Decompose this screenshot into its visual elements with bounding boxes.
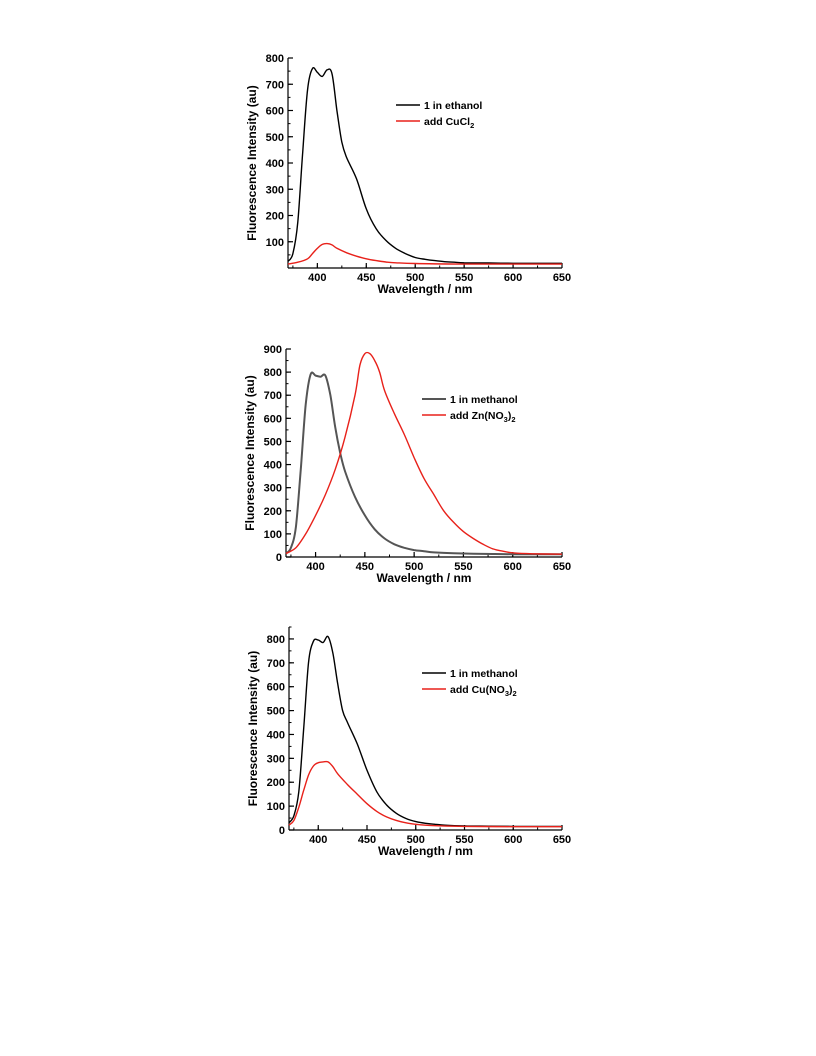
y-tick-label: 700 bbox=[267, 658, 285, 670]
chart-3: 400 450 500 550 600 650 0 100 200 300 400 500 600 700… bbox=[246, 626, 571, 858]
x-tick-label: 650 bbox=[553, 561, 571, 573]
legend-label-1: 1 in methanol bbox=[450, 668, 518, 680]
x-axis-label: Wavelength / nm bbox=[378, 844, 473, 858]
series-line-1 bbox=[287, 67, 562, 265]
y-axis-label: Fluorescence Intensity (au) bbox=[245, 85, 259, 240]
x-tick-label: 450 bbox=[358, 834, 376, 846]
y-tick-label: 400 bbox=[266, 158, 284, 170]
y-tick-label: 600 bbox=[266, 106, 284, 118]
y-tick-label: 500 bbox=[266, 132, 284, 144]
series-line-1 bbox=[288, 635, 562, 828]
x-tick-label: 450 bbox=[357, 272, 375, 284]
x-tick-label: 550 bbox=[454, 561, 472, 573]
y-tick-label: 600 bbox=[264, 413, 282, 425]
y-tick-label: 500 bbox=[264, 436, 282, 448]
y-tick-label: 700 bbox=[264, 390, 282, 402]
x-tick-label: 550 bbox=[455, 272, 473, 284]
x-tick-label: 400 bbox=[309, 834, 327, 846]
x-tick-label: 550 bbox=[455, 834, 473, 846]
chart-1: 400 450 500 550 600 650 100 200 300 400 500 600 700 8… bbox=[245, 53, 571, 296]
y-tick-label: 300 bbox=[267, 753, 285, 765]
chart-2: 400 450 500 550 600 650 0 100 200 300 400 500 600 700… bbox=[243, 344, 571, 585]
x-tick-label: 500 bbox=[407, 834, 425, 846]
y-tick-label: 100 bbox=[267, 801, 285, 813]
y-tick-label: 100 bbox=[266, 237, 284, 249]
x-tick-label: 500 bbox=[405, 561, 423, 573]
x-axis-label: Wavelength / nm bbox=[377, 571, 472, 585]
series-line-2 bbox=[285, 351, 563, 555]
y-axis-label: Fluorescence Intensity (au) bbox=[246, 651, 260, 806]
legend-label-2: add CuCl2 bbox=[424, 116, 474, 130]
x-tick-label: 400 bbox=[308, 272, 326, 284]
legend-label-1: 1 in ethanol bbox=[424, 100, 482, 112]
y-tick-label: 200 bbox=[267, 777, 285, 789]
y-tick-label: 300 bbox=[264, 483, 282, 495]
y-tick-label: 400 bbox=[264, 460, 282, 472]
y-tick-label: 800 bbox=[264, 367, 282, 379]
x-tick-label: 600 bbox=[504, 561, 522, 573]
y-tick-label: 100 bbox=[264, 529, 282, 541]
y-tick-label: 900 bbox=[264, 344, 282, 356]
x-tick-label: 600 bbox=[504, 272, 522, 284]
series-line-2 bbox=[288, 760, 562, 828]
x-tick-label: 400 bbox=[306, 561, 324, 573]
series-line-1 bbox=[285, 371, 562, 556]
y-tick-label: 500 bbox=[267, 706, 285, 718]
y-axis-label: Fluorescence Intensity (au) bbox=[243, 375, 257, 530]
x-tick-label: 600 bbox=[504, 834, 522, 846]
y-tick-label: 700 bbox=[266, 79, 284, 91]
y-tick-label: 300 bbox=[266, 184, 284, 196]
y-tick-label: 600 bbox=[267, 682, 285, 694]
legend-label-2: add Cu(NO3)2 bbox=[450, 684, 517, 698]
y-tick-label: 0 bbox=[279, 825, 285, 837]
x-axis-label: Wavelength / nm bbox=[378, 282, 473, 296]
x-tick-label: 650 bbox=[553, 834, 571, 846]
x-tick-label: 500 bbox=[406, 272, 424, 284]
legend-label-2: add Zn(NO3)2 bbox=[450, 410, 516, 424]
series-line-2 bbox=[287, 242, 562, 265]
x-tick-label: 650 bbox=[553, 272, 571, 284]
y-tick-label: 200 bbox=[266, 211, 284, 223]
x-tick-label: 450 bbox=[356, 561, 374, 573]
y-tick-label: 200 bbox=[264, 506, 282, 518]
legend-label-1: 1 in methanol bbox=[450, 394, 518, 406]
y-tick-label: 800 bbox=[266, 53, 284, 65]
y-tick-label: 400 bbox=[267, 729, 285, 741]
y-tick-label: 0 bbox=[276, 552, 282, 564]
y-tick-label: 800 bbox=[267, 634, 285, 646]
